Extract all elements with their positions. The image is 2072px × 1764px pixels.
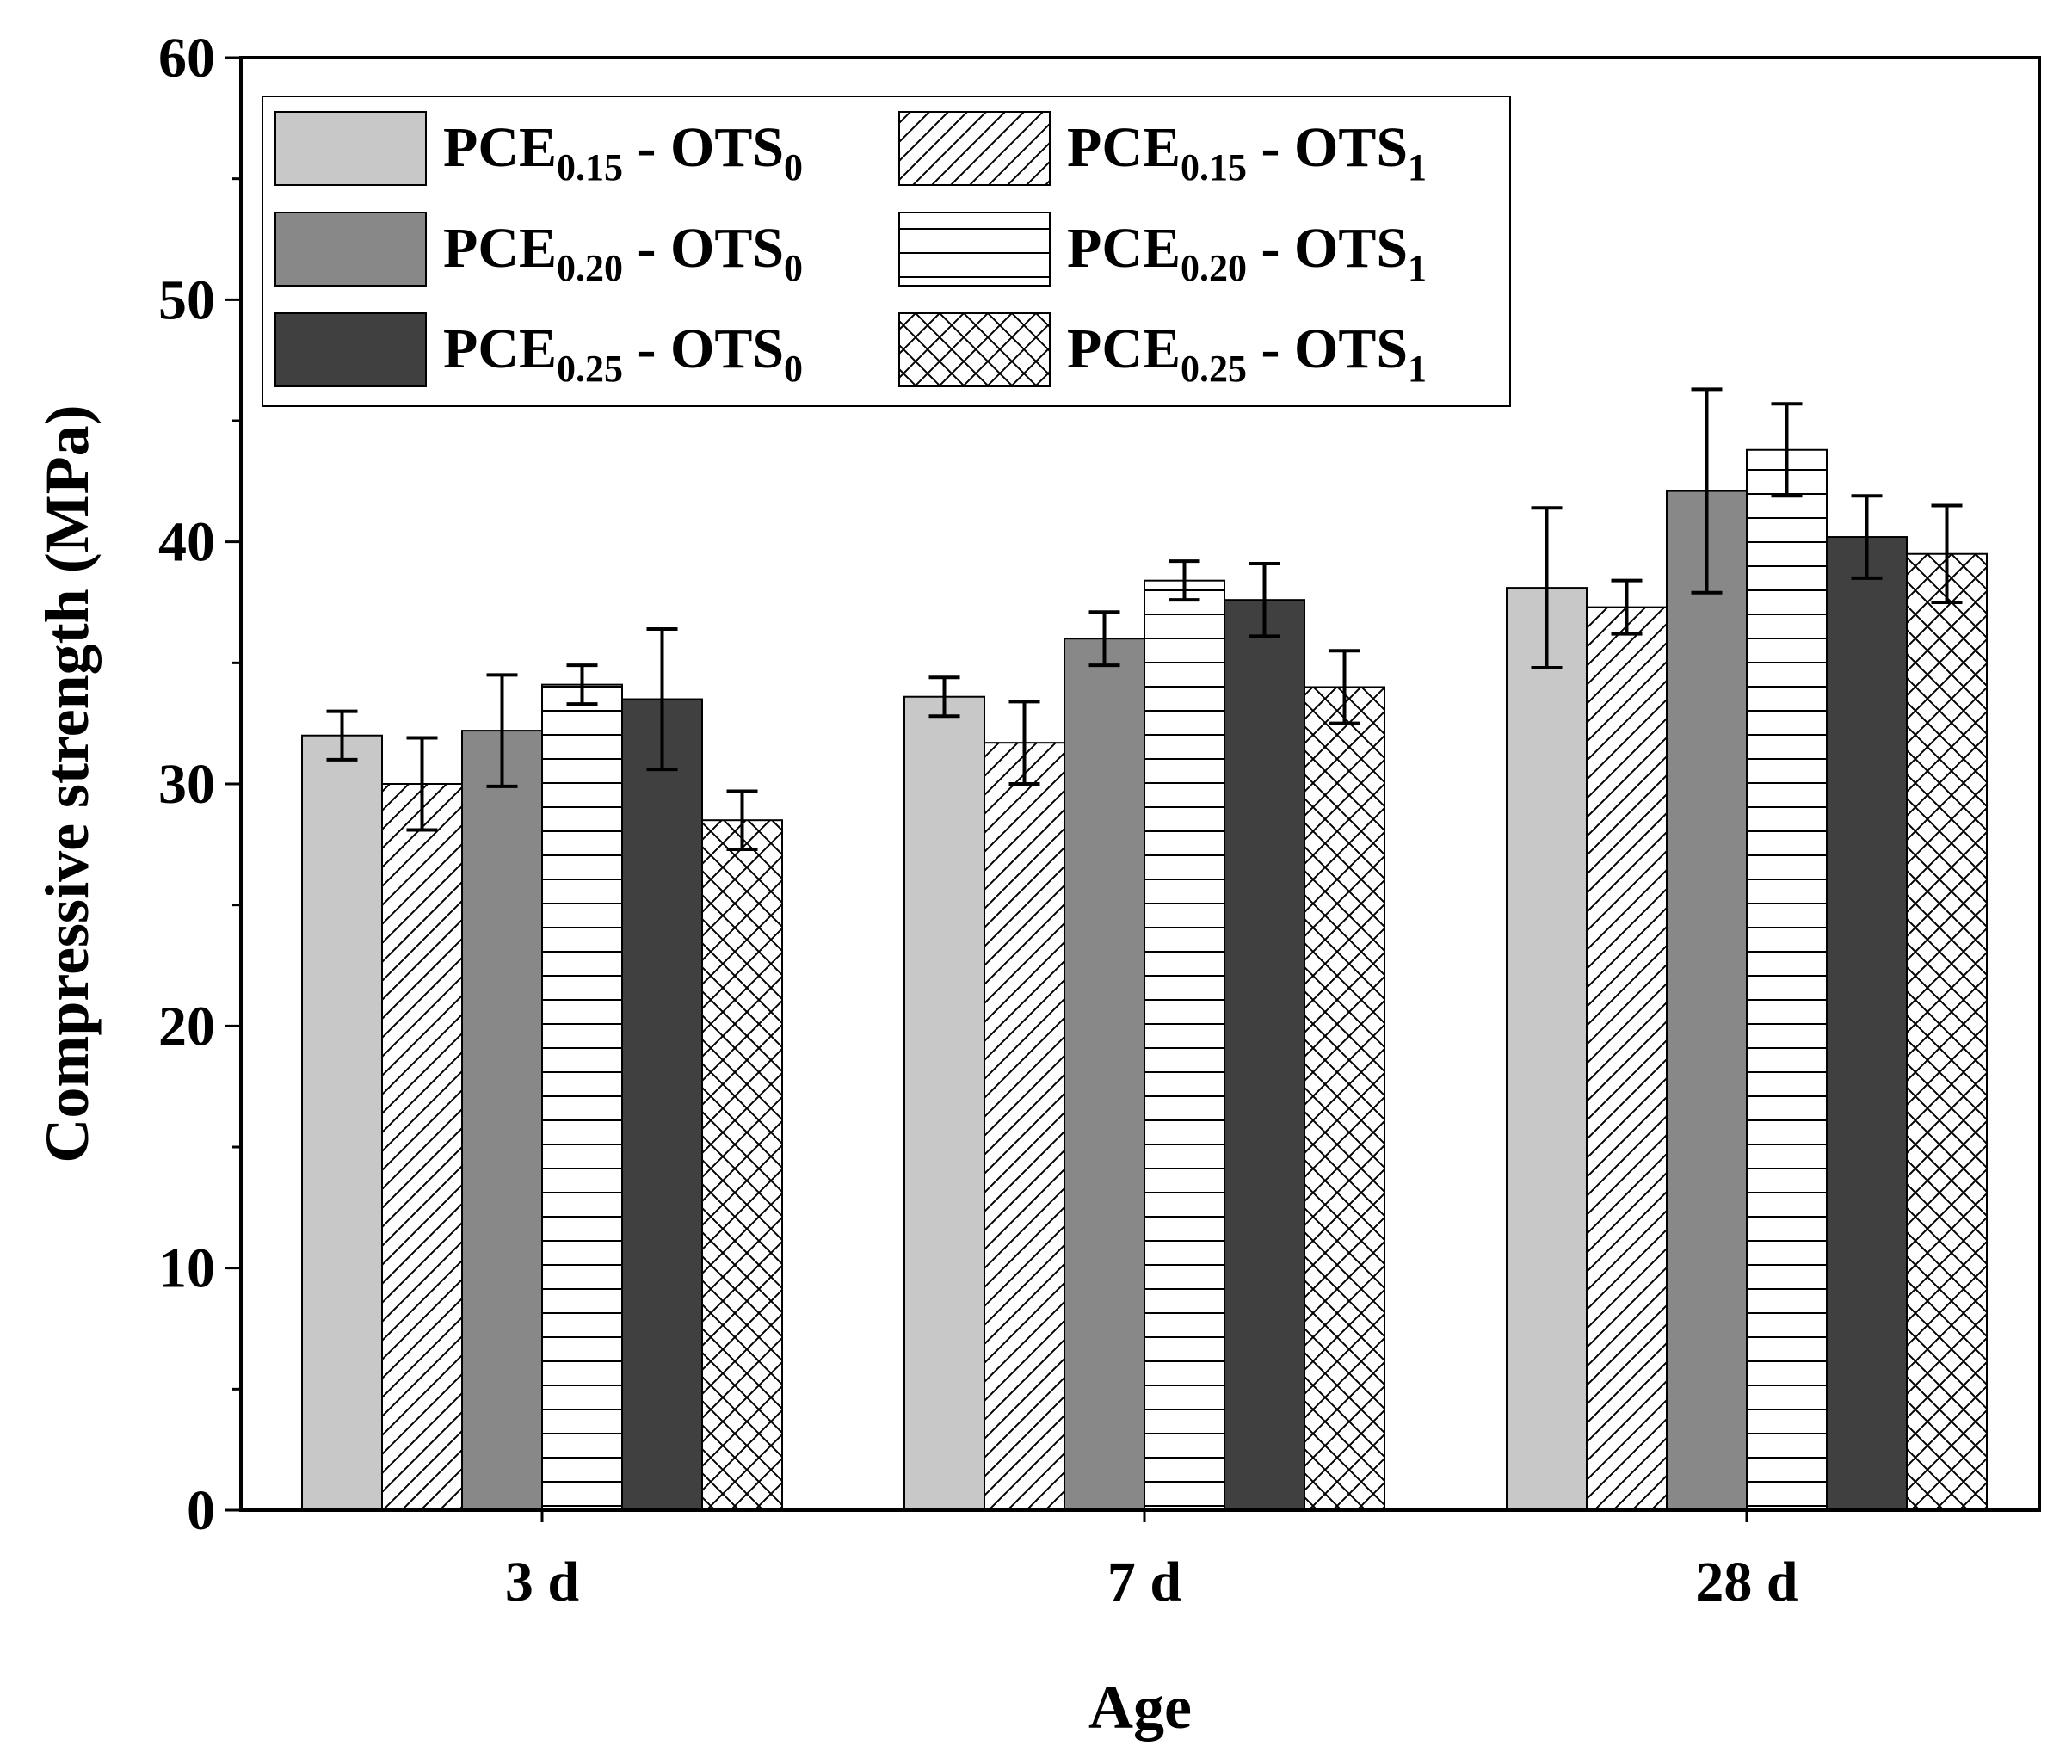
y-tick-label: 30 — [158, 753, 215, 816]
bar-2-3 — [1746, 448, 1828, 1511]
x-tick-label: 7 d — [1107, 1551, 1181, 1613]
bar-0-5 — [701, 819, 783, 1511]
x-axis: 3 d 7 d 28 d — [505, 1510, 1798, 1613]
error-bar-0-4 — [646, 626, 678, 772]
legend: PCE0.15 - OTS0 PCE0.20 - OTS0 PCE0.25 - OT… — [262, 96, 1511, 407]
y-tick-label: 0 — [187, 1479, 215, 1542]
error-bar-0-2 — [486, 673, 518, 788]
bar-2-4 — [1826, 536, 1908, 1511]
error-bar-1-4 — [1249, 561, 1280, 638]
bar-2-5 — [1906, 552, 1988, 1512]
y-tick-label: 10 — [158, 1237, 215, 1300]
bar-0-4 — [621, 698, 703, 1511]
bar-0-1 — [381, 783, 463, 1511]
legend-label-4: PCE0.25 - OTS0 — [443, 318, 803, 390]
legend-frame — [262, 96, 1511, 407]
legend-swatch-4 — [274, 312, 427, 387]
x-tick-label: 3 d — [505, 1551, 579, 1613]
y-axis: 0 10 20 30 40 50 60 — [158, 27, 241, 1542]
error-bar-2-0 — [1531, 506, 1563, 669]
legend-label-0: PCE0.15 - OTS0 — [443, 116, 803, 188]
bar-1-5 — [1304, 686, 1385, 1511]
error-bar-1-0 — [928, 675, 960, 719]
bar-0-2 — [461, 730, 543, 1511]
bar-1-4 — [1224, 599, 1305, 1511]
error-bar-2-2 — [1691, 387, 1723, 595]
y-tick-label: 20 — [158, 995, 215, 1058]
legend-label-2: PCE0.20 - OTS0 — [443, 217, 803, 289]
error-bar-0-3 — [566, 663, 598, 706]
error-bars-group — [326, 387, 1963, 851]
legend-swatch-3 — [898, 212, 1051, 287]
bar-1-1 — [984, 742, 1065, 1511]
x-tick-label: 28 d — [1695, 1551, 1798, 1613]
error-bar-2-4 — [1851, 494, 1883, 580]
legend-swatch-1 — [898, 111, 1051, 186]
error-bar-1-2 — [1088, 610, 1120, 668]
legend-label-1: PCE0.15 - OTS1 — [1067, 116, 1427, 188]
bar-2-2 — [1666, 490, 1748, 1511]
error-bar-1-1 — [1008, 700, 1040, 786]
error-bar-1-5 — [1329, 649, 1360, 725]
error-bar-2-1 — [1611, 578, 1643, 636]
error-bar-1-3 — [1169, 559, 1200, 602]
bar-1-3 — [1144, 579, 1225, 1511]
legend-label-3: PCE0.20 - OTS1 — [1067, 217, 1427, 289]
legend-swatch-5 — [898, 312, 1051, 387]
error-bar-2-5 — [1931, 503, 1963, 604]
y-tick-label: 60 — [158, 27, 215, 89]
bars-group — [301, 448, 1988, 1512]
bar-2-1 — [1586, 606, 1668, 1511]
y-axis-title: Compressive strength (MPa) — [33, 404, 102, 1163]
legend-swatch-2 — [274, 212, 427, 287]
bar-1-2 — [1064, 638, 1145, 1511]
legend-swatch-0 — [274, 111, 427, 186]
legend-label-5: PCE0.25 - OTS1 — [1067, 318, 1427, 390]
bar-1-0 — [903, 695, 985, 1511]
bar-2-0 — [1506, 587, 1588, 1511]
x-axis-title: Age — [1088, 1673, 1192, 1742]
bar-0-3 — [541, 683, 623, 1511]
error-bar-0-1 — [406, 736, 438, 832]
error-bar-0-5 — [726, 789, 758, 851]
error-bar-0-0 — [326, 709, 358, 762]
y-tick-label: 40 — [158, 511, 215, 574]
error-bar-2-3 — [1771, 402, 1803, 498]
y-tick-label: 50 — [158, 268, 215, 331]
bar-0-0 — [301, 734, 383, 1511]
